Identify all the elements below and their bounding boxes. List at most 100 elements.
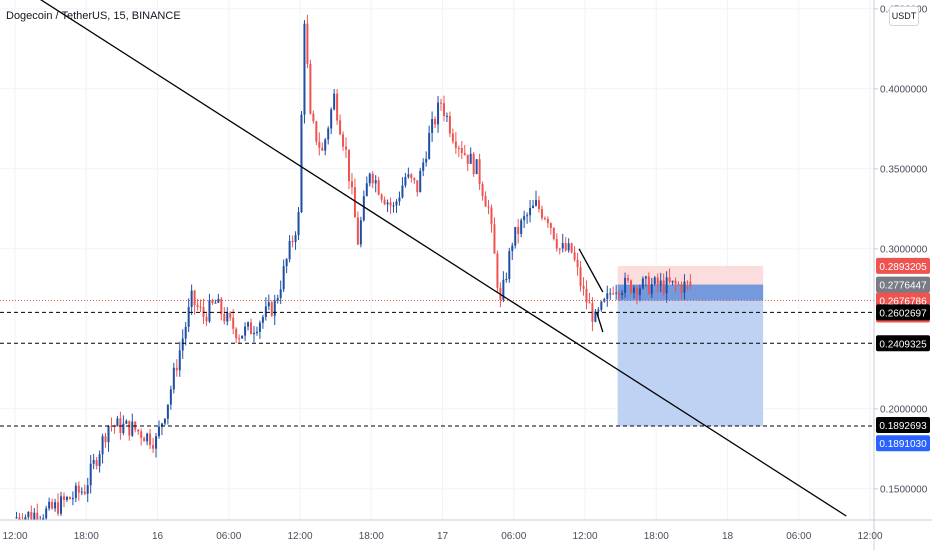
- candle-body: [591, 303, 594, 322]
- candle-body: [662, 280, 665, 294]
- trend-line: [578, 248, 604, 293]
- candle-body: [659, 280, 662, 286]
- candle-body: [267, 302, 270, 307]
- candle-body: [42, 518, 45, 521]
- x-tick-label: 06:00: [786, 531, 811, 542]
- candle-body: [273, 300, 276, 316]
- x-tick-label: 06:00: [501, 531, 526, 542]
- candle-body: [184, 326, 187, 339]
- candle-body: [217, 298, 220, 303]
- candle-body: [434, 119, 437, 125]
- candle-body: [668, 277, 671, 283]
- candle-body: [288, 240, 291, 260]
- candle-body: [585, 288, 588, 303]
- candle-body: [270, 302, 273, 316]
- candle-body: [543, 217, 546, 219]
- candle-body: [208, 300, 211, 322]
- price-tag-label: 0.2602697: [879, 308, 927, 319]
- candle-body: [437, 102, 440, 125]
- candle-body: [472, 153, 475, 175]
- candle-body: [561, 243, 564, 249]
- candle-body: [339, 120, 342, 135]
- symbol-title: Dogecoin / TetherUS, 15, BINANCE: [6, 10, 181, 22]
- candle-body: [45, 508, 48, 519]
- candle-body: [627, 277, 630, 281]
- candle-body: [353, 187, 356, 218]
- candle-body: [258, 322, 261, 332]
- candle-body: [677, 284, 680, 286]
- candle-body: [205, 317, 208, 322]
- candle-body: [350, 181, 353, 188]
- candle-body: [567, 243, 570, 251]
- price-tag: [876, 304, 930, 321]
- x-tick-label: 18:00: [644, 531, 669, 542]
- candle-body: [65, 497, 68, 500]
- candle-body: [235, 328, 238, 339]
- candle-body: [255, 331, 258, 333]
- candle-body: [160, 423, 163, 427]
- candle-body: [392, 205, 395, 207]
- candle-body: [247, 322, 250, 327]
- candle-body: [181, 338, 184, 351]
- candle-body: [537, 200, 540, 209]
- candle-body: [624, 277, 627, 293]
- candle-body: [419, 170, 422, 193]
- candle-body: [196, 305, 199, 307]
- candle-body: [169, 389, 172, 405]
- candle-body: [558, 248, 561, 250]
- price-tag-label: 0.2409325: [879, 339, 927, 350]
- candle-body: [365, 183, 368, 197]
- y-tick-label: 0.3500000: [880, 164, 928, 175]
- candle-body: [404, 176, 407, 186]
- candle-body: [549, 223, 552, 228]
- candle-body: [398, 197, 401, 202]
- candle-body: [371, 173, 374, 184]
- candle-body: [431, 119, 434, 133]
- candle-body: [300, 114, 303, 213]
- candle-body: [175, 367, 178, 371]
- candle-body: [463, 152, 466, 155]
- candle-body: [632, 287, 635, 293]
- candle-body: [137, 429, 140, 432]
- candle-body: [582, 285, 585, 289]
- candle-body: [80, 491, 83, 493]
- candle-body: [653, 277, 656, 285]
- price-axis-bg: [874, 0, 932, 550]
- candle-body: [98, 454, 101, 466]
- price-tag-label: 0.2893205: [879, 262, 927, 273]
- candle-body: [297, 212, 300, 236]
- candle-body: [641, 278, 644, 289]
- candle-body: [347, 149, 350, 182]
- price-tag-label: 0.1892693: [879, 421, 927, 432]
- candle-body: [395, 201, 398, 206]
- x-tick-label: 16: [152, 531, 164, 542]
- candle-body: [487, 206, 490, 208]
- y-tick-label: 0.4000000: [880, 84, 928, 95]
- candle-body: [517, 226, 520, 234]
- price-tag: [876, 416, 930, 433]
- candle-body: [440, 102, 443, 104]
- candle-body: [377, 180, 380, 195]
- candle-body: [333, 93, 336, 110]
- candle-body: [62, 496, 65, 500]
- price-tag: [876, 435, 930, 452]
- candle-body: [279, 289, 282, 299]
- candle-body: [60, 496, 63, 514]
- candle-body: [686, 281, 689, 283]
- profit-target-zone: [617, 284, 764, 427]
- candle-body: [116, 418, 119, 427]
- candle-body: [232, 317, 235, 329]
- candle-body: [223, 314, 226, 322]
- candle-body: [594, 311, 597, 322]
- candle-body: [496, 253, 499, 288]
- candle-body: [526, 215, 529, 217]
- candle-body: [635, 287, 638, 296]
- candle-body: [454, 141, 457, 148]
- candle-body: [110, 425, 113, 427]
- candle-body: [113, 426, 116, 428]
- candle-body: [30, 511, 33, 520]
- currency-button[interactable]: USDT: [889, 6, 919, 26]
- candle-body: [523, 216, 526, 221]
